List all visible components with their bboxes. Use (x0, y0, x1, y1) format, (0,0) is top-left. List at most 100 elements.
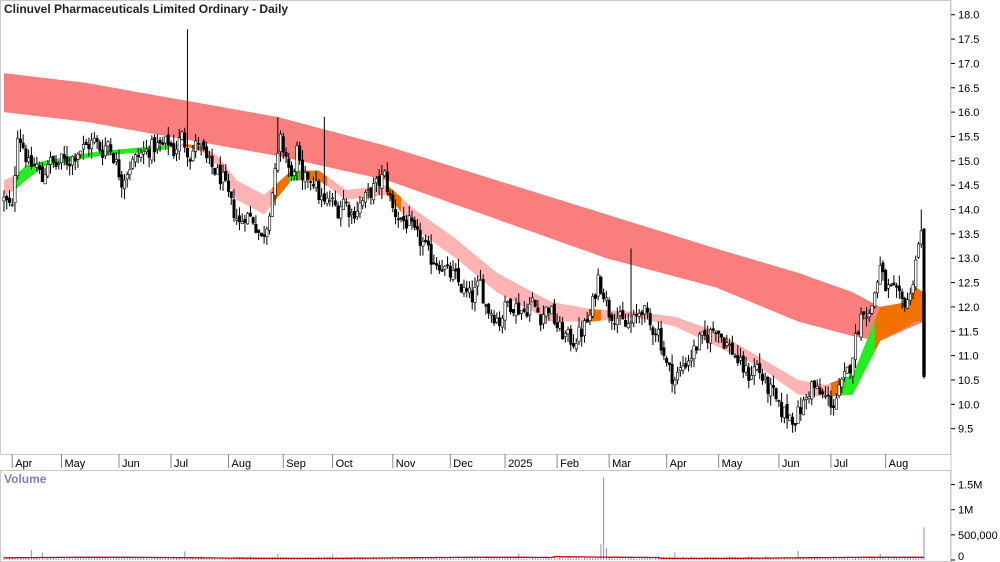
candle (465, 280, 469, 298)
candle (185, 29, 189, 167)
candle (254, 215, 258, 234)
month-label: Aug (889, 458, 909, 470)
candle (62, 145, 66, 166)
candle (517, 293, 521, 316)
price-tick-label: 11.0 (958, 351, 979, 363)
candle (342, 190, 346, 211)
candle (443, 265, 447, 277)
month-label: Oct (336, 458, 353, 470)
candle (900, 288, 904, 309)
candle (202, 138, 206, 152)
month-label: Jul (174, 458, 188, 470)
candle (917, 241, 921, 259)
candle (766, 375, 770, 403)
candle (626, 313, 630, 330)
candle (525, 303, 529, 319)
candle (18, 129, 22, 153)
candle (697, 331, 701, 351)
candle (706, 325, 710, 349)
candle (859, 307, 863, 341)
candle (659, 321, 663, 355)
month-label: May (722, 458, 743, 470)
candle (476, 275, 480, 296)
candle (593, 293, 597, 307)
candle (227, 173, 231, 197)
price-candles (2, 29, 926, 433)
candle (16, 130, 20, 180)
candle (755, 360, 759, 372)
candle (147, 145, 151, 168)
candle (481, 274, 485, 304)
price-tick-label: 10.5 (958, 375, 979, 387)
candle (654, 328, 658, 343)
candle (388, 190, 392, 202)
candle (237, 207, 241, 231)
candle (708, 327, 712, 353)
long-term-band (4, 73, 924, 341)
candle (317, 179, 321, 204)
candle (703, 320, 707, 341)
candle (415, 218, 419, 237)
price-tick-label: 14.0 (958, 205, 979, 217)
candle (604, 290, 608, 307)
candle (799, 397, 803, 421)
candle (120, 170, 124, 198)
candle (881, 260, 885, 281)
candle (298, 141, 302, 165)
month-label: Nov (396, 458, 416, 470)
candle (344, 198, 348, 207)
candle (528, 296, 532, 322)
price-tick-label: 17.0 (958, 58, 979, 70)
candle (380, 165, 384, 200)
candle (457, 258, 461, 286)
candle (484, 303, 488, 315)
candle (829, 390, 833, 415)
candle (177, 128, 181, 160)
candle (213, 167, 217, 176)
candle (424, 234, 428, 244)
candle (7, 190, 11, 207)
candle (350, 208, 354, 224)
candle (615, 307, 619, 334)
price-tick-label: 15.0 (958, 156, 979, 168)
month-label: Jun (122, 458, 140, 470)
candle (106, 140, 110, 156)
candle (158, 136, 162, 152)
candle (46, 159, 50, 179)
candle (35, 156, 39, 172)
candle (391, 190, 395, 213)
candle (566, 326, 570, 342)
chart-title: Clinuvel Pharmaceuticals Limited Ordinar… (4, 2, 288, 16)
candle (103, 137, 107, 160)
candle (243, 214, 247, 232)
candle (246, 211, 250, 225)
candle (191, 145, 195, 162)
candle (788, 414, 792, 422)
price-tick-label: 15.5 (958, 131, 979, 143)
candle (429, 234, 433, 275)
candle (161, 136, 165, 146)
candle (804, 394, 808, 410)
candle (561, 317, 565, 340)
candle (394, 199, 398, 225)
candle (303, 166, 307, 190)
candle (791, 412, 795, 433)
candle (509, 298, 513, 315)
candle (739, 347, 743, 365)
volume-axis: 1.5M 1M 500,000 0 (951, 480, 998, 562)
month-label: Dec (453, 458, 473, 470)
candle (68, 156, 72, 176)
candle (774, 387, 778, 402)
candle (281, 132, 285, 159)
candle (550, 305, 554, 315)
candle (884, 268, 888, 292)
price-tick-label: 12.0 (958, 302, 979, 314)
candle (133, 153, 137, 168)
candle (396, 211, 400, 228)
candle (232, 189, 236, 222)
candle (730, 335, 734, 356)
candle (144, 139, 148, 155)
candle (57, 161, 61, 170)
candle (183, 127, 187, 153)
candle (311, 176, 315, 190)
